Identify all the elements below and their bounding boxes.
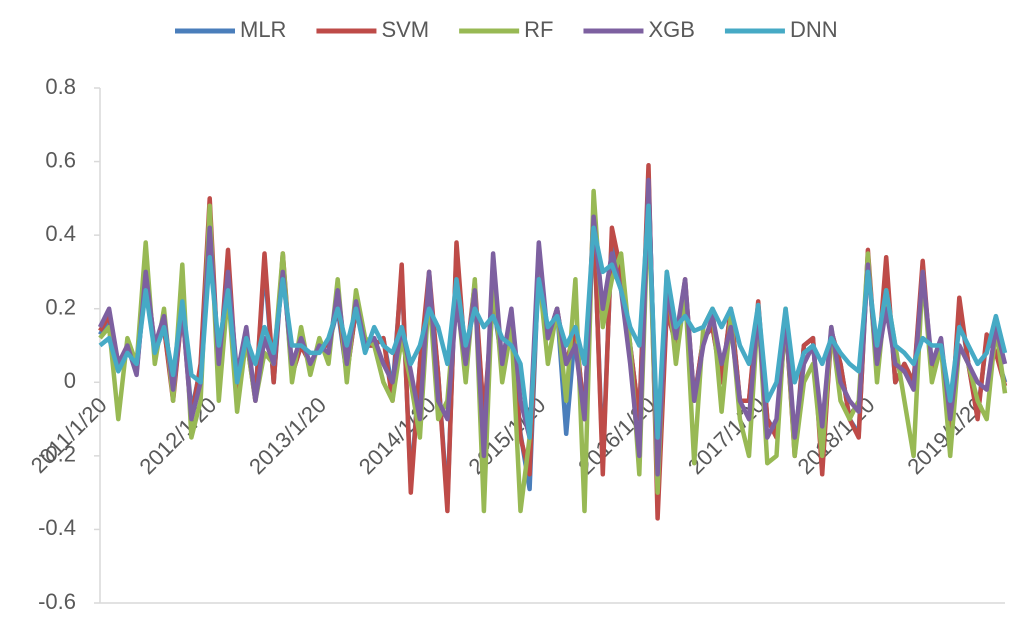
series-line xyxy=(97,177,1008,477)
x-tick-label: 2014/1/20 xyxy=(354,392,441,479)
y-tick-label: 0.4 xyxy=(45,221,76,246)
x-tick-label: 2012/1/20 xyxy=(134,392,221,479)
y-tick-label: 0.2 xyxy=(45,295,76,320)
x-tick-label: 2015/1/20 xyxy=(464,392,551,479)
y-tick-label: -0.2 xyxy=(38,442,76,467)
x-tick-label: 2013/1/20 xyxy=(244,392,331,479)
legend-label: XGB xyxy=(648,17,694,42)
y-tick-label: 0.8 xyxy=(45,74,76,99)
y-tick-label: 0.6 xyxy=(45,147,76,172)
legend-label: DNN xyxy=(790,17,838,42)
y-tick-label: 0 xyxy=(64,368,76,393)
series-line xyxy=(98,203,1008,440)
y-tick-label: -0.6 xyxy=(38,589,76,614)
legend-label: SVM xyxy=(381,17,429,42)
legend-label: RF xyxy=(524,17,553,42)
y-tick-label: -0.4 xyxy=(38,515,76,540)
legend: MLR SVM RF XGB DNN xyxy=(175,17,838,42)
x-tick-label: 2018/1/20 xyxy=(793,392,880,479)
legend-label: MLR xyxy=(240,17,286,42)
